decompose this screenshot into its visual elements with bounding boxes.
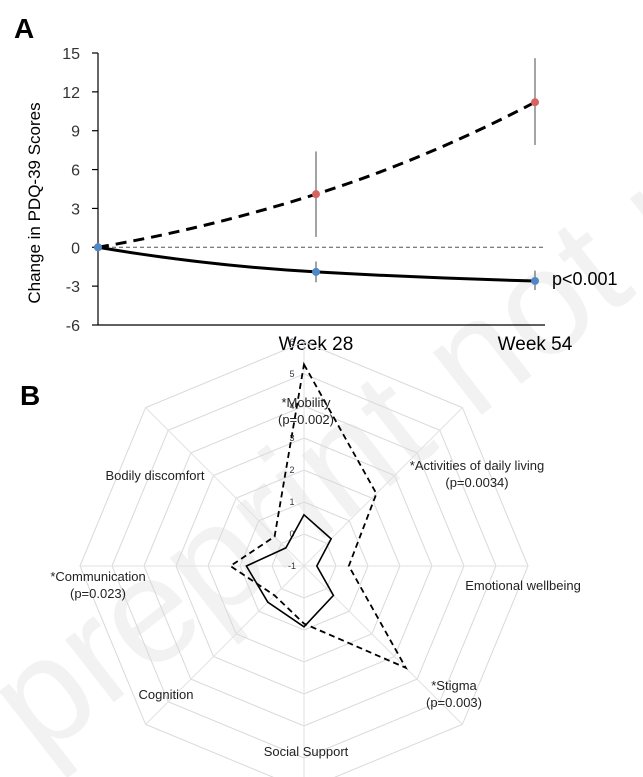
x-tick-label: Week 28 bbox=[279, 334, 354, 355]
radar-spoke bbox=[145, 407, 305, 567]
radar-axis-label: Bodily discomfort bbox=[106, 468, 205, 483]
panel-a-series bbox=[94, 58, 539, 291]
panel-b-letter: B bbox=[20, 380, 40, 411]
radar-axis-labels: *Mobility (p=0.002) *Activities of daily l… bbox=[50, 395, 581, 759]
data-point bbox=[94, 243, 102, 252]
x-tick-label: Week 54 bbox=[498, 334, 573, 355]
radar-axis-label: *Mobility bbox=[281, 395, 331, 410]
data-point bbox=[531, 98, 539, 107]
x-ticks: Week 28 Week 54 bbox=[279, 334, 573, 355]
p-value-annotation: p<0.001 bbox=[552, 269, 618, 289]
radar-tick-label: 1 bbox=[289, 497, 294, 507]
y-axis-label: Change in PDQ-39 Scores bbox=[25, 102, 44, 303]
panel-a-line-chart: A Change in PDQ-39 Scores -6 -3 0 3 6 9 12 15 W… bbox=[14, 13, 618, 355]
radar-spoke bbox=[303, 565, 463, 725]
y-tick-label: 6 bbox=[71, 163, 80, 180]
radar-axis-label: *Communication bbox=[50, 569, 145, 584]
y-tick-label: 9 bbox=[71, 124, 80, 141]
radar-grid bbox=[79, 341, 529, 777]
solid-radar-polygon bbox=[245, 513, 335, 628]
y-tick-label: 0 bbox=[71, 240, 80, 257]
radar-tick-label: 0 bbox=[289, 529, 294, 539]
radar-spoke bbox=[145, 565, 305, 725]
radar-tick-label: 2 bbox=[289, 465, 294, 475]
radar-tick-label: -1 bbox=[288, 561, 296, 571]
y-tick-label: -6 bbox=[66, 318, 80, 335]
y-tick-label: -3 bbox=[66, 279, 80, 296]
radar-axis-pvalue: (p=0.003) bbox=[426, 695, 482, 710]
radar-tick-label: 5 bbox=[289, 369, 294, 379]
radar-axis-label: *Stigma bbox=[431, 678, 477, 693]
radar-axis-pvalue: (p=0.0034) bbox=[445, 475, 508, 490]
radar-axis-label: Emotional wellbeing bbox=[465, 578, 581, 593]
data-point bbox=[312, 190, 320, 199]
radar-axis-label: Cognition bbox=[139, 687, 194, 702]
radar-tick-label: 6 bbox=[289, 337, 294, 347]
y-tick-label: 15 bbox=[62, 46, 80, 63]
radar-series bbox=[228, 361, 408, 670]
radar-ring bbox=[79, 341, 529, 777]
y-tick-label: 12 bbox=[62, 85, 80, 102]
radar-axis-pvalue: (p=0.023) bbox=[70, 586, 126, 601]
radar-tick-label: 4 bbox=[289, 401, 294, 411]
data-point bbox=[531, 276, 539, 285]
y-tick-label: 3 bbox=[71, 201, 80, 218]
data-point bbox=[312, 267, 320, 276]
radar-axis-label: Social Support bbox=[264, 744, 349, 759]
radar-axis-label: *Activities of daily living bbox=[410, 458, 544, 473]
y-ticks: -6 -3 0 3 6 9 12 15 bbox=[62, 46, 98, 335]
dashed-radar-polygon bbox=[228, 361, 408, 670]
panel-a-letter: A bbox=[14, 13, 34, 44]
radar-axis-pvalue: (p=0.002) bbox=[278, 412, 334, 427]
